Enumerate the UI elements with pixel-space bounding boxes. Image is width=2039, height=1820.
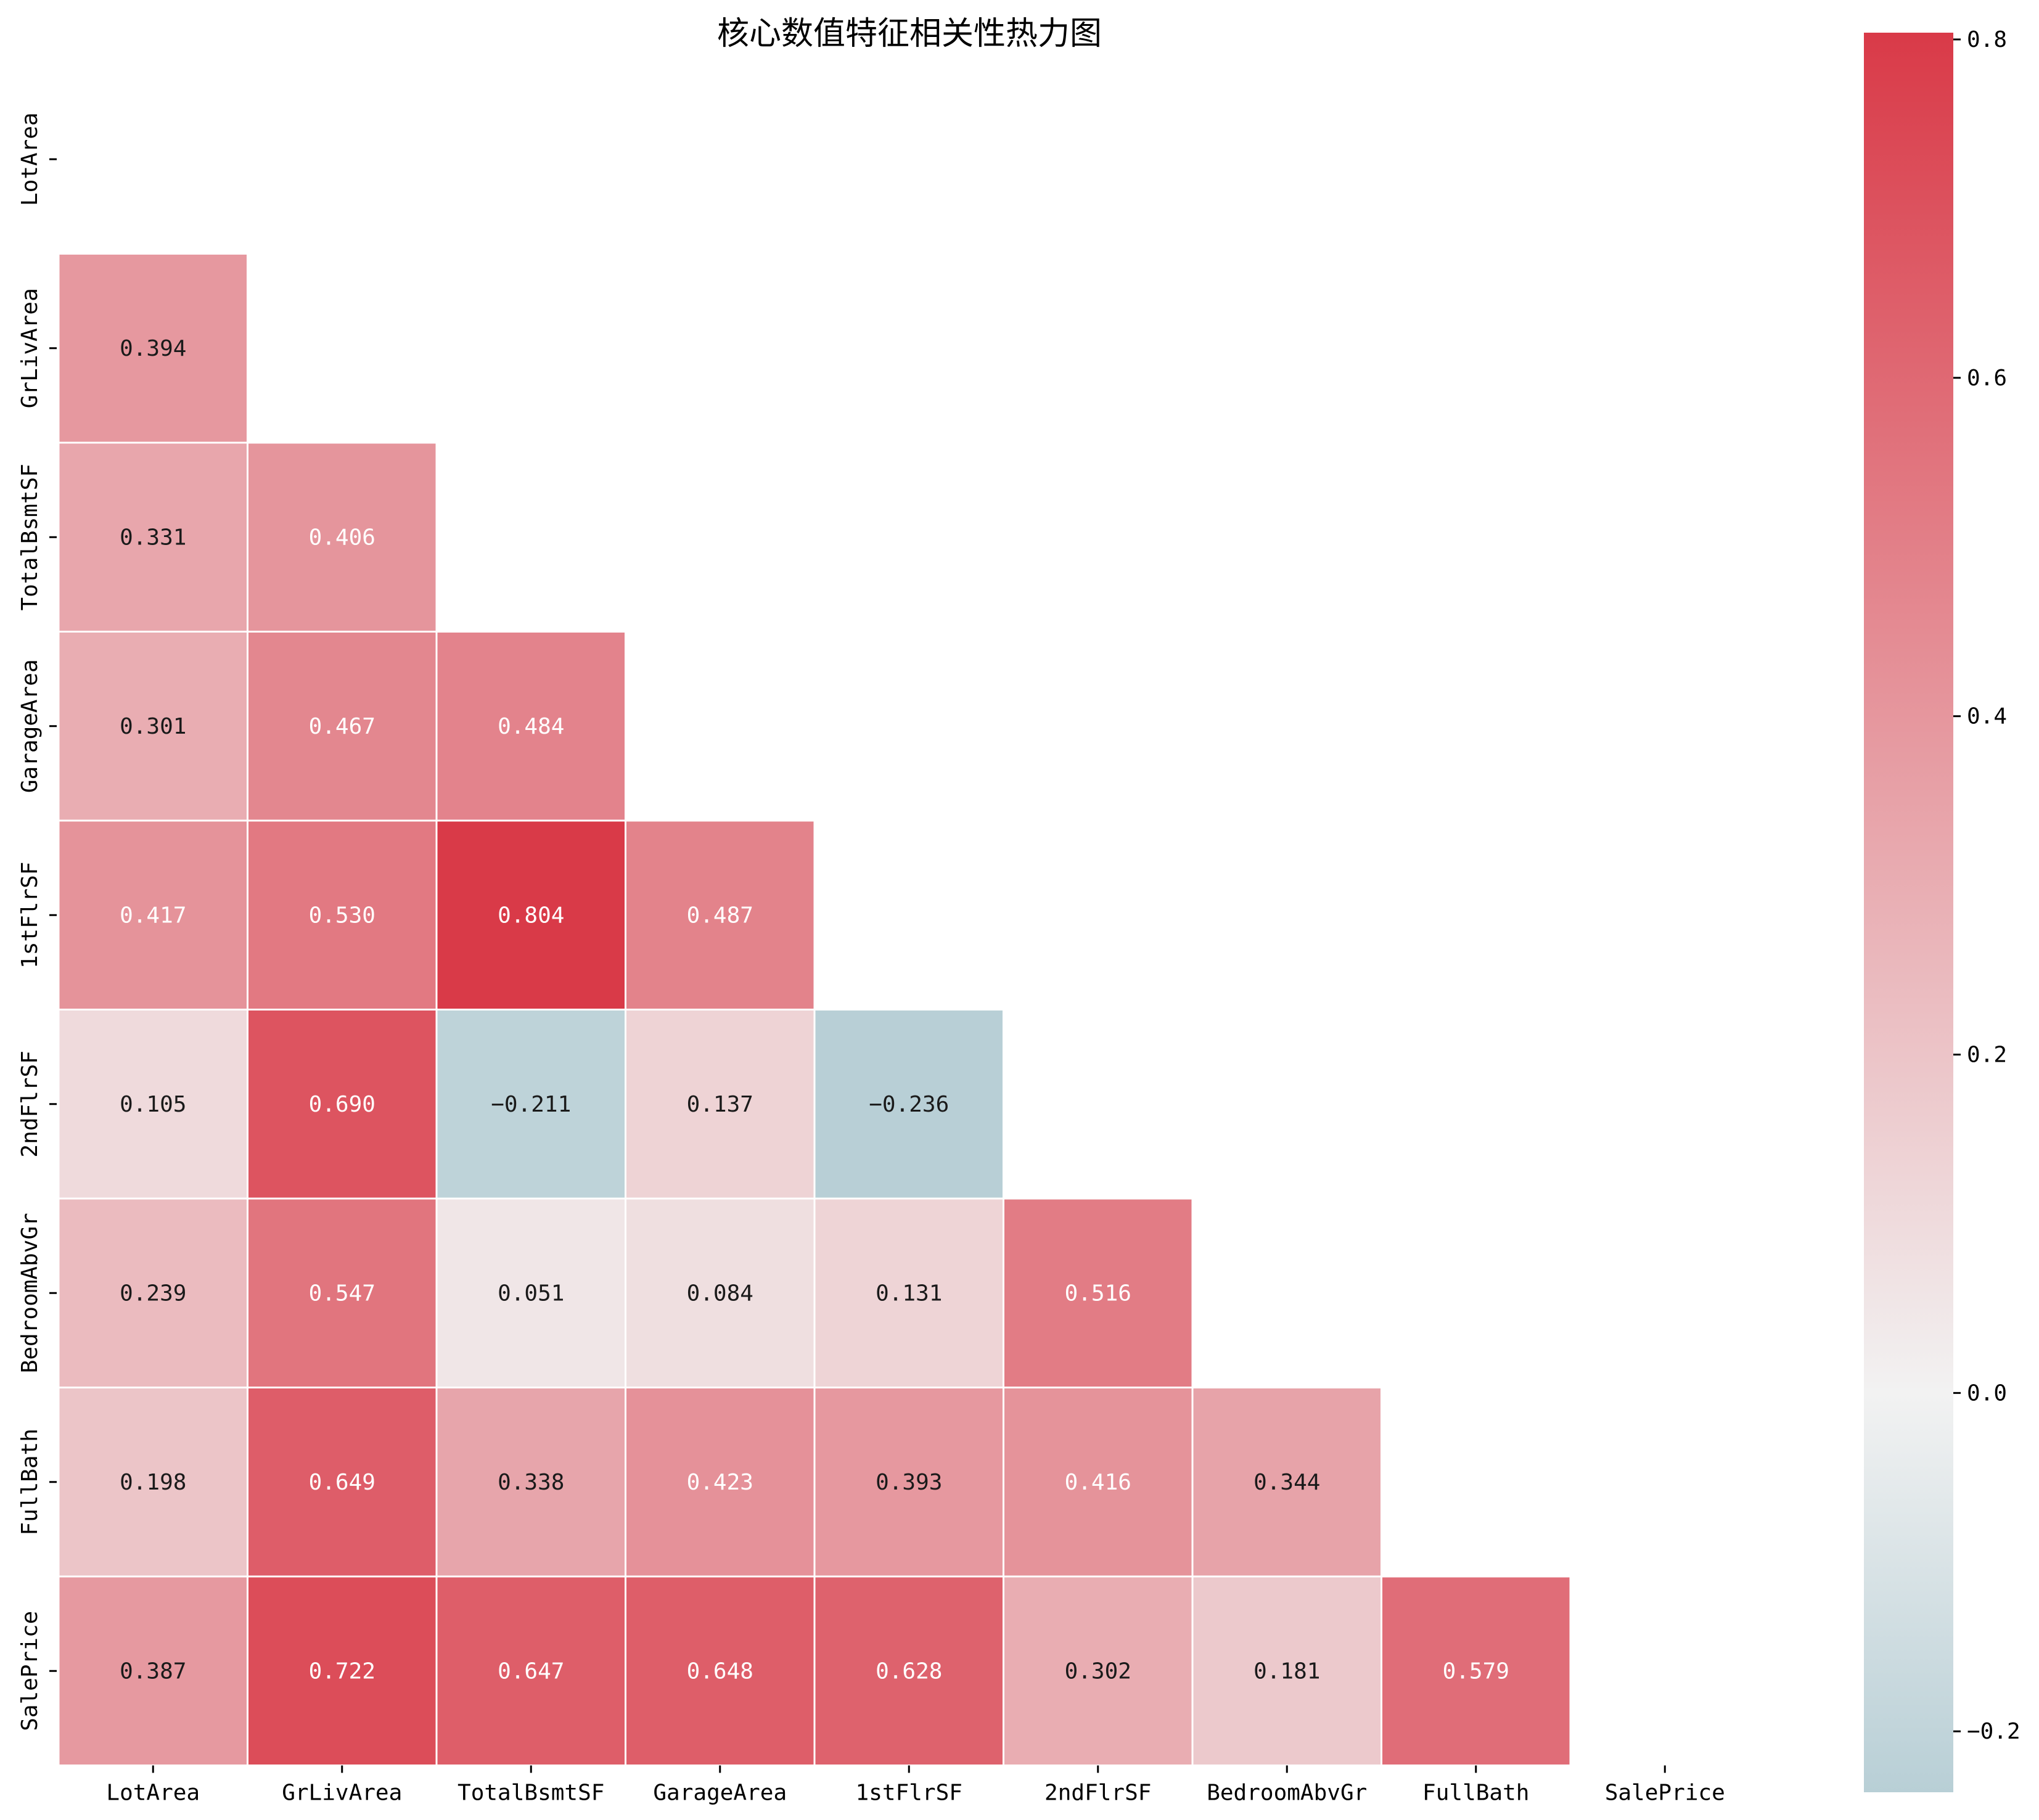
heatmap-cell-TotalBsmtSF-LotArea bbox=[57, 441, 248, 633]
heatmap-cell-FullBath-BedroomAbvGr bbox=[1191, 1387, 1382, 1578]
heatmap-cell-label: 0.131 bbox=[876, 1281, 942, 1306]
colorbar-tick-label: 0.6 bbox=[1967, 366, 2007, 391]
heatmap-cell-label: 0.105 bbox=[120, 1092, 186, 1117]
heatmap-cell-label: 0.331 bbox=[120, 525, 186, 550]
heatmap-cell-SalePrice-TotalBsmtSF bbox=[435, 1575, 626, 1766]
heatmap-cell-label: 0.649 bbox=[309, 1470, 375, 1495]
heatmap-cell-FullBath-2ndFlrSF bbox=[1003, 1387, 1194, 1578]
heatmap-cell-BedroomAbvGr-2ndFlrSF bbox=[1003, 1197, 1194, 1388]
x-axis-tick-label: 1stFlrSF bbox=[856, 1781, 962, 1806]
x-axis-tick-label: BedroomAbvGr bbox=[1207, 1781, 1367, 1806]
heatmap-cell-label: 0.301 bbox=[120, 714, 186, 739]
heatmap-cell-BedroomAbvGr-TotalBsmtSF bbox=[435, 1197, 626, 1388]
heatmap-cell-GarageArea-TotalBsmtSF bbox=[435, 631, 626, 822]
heatmap-cell-label: −0.211 bbox=[491, 1092, 571, 1117]
heatmap-cell-label: 0.423 bbox=[687, 1470, 753, 1495]
heatmap-cell-label: 0.722 bbox=[309, 1658, 375, 1684]
heatmap-cell-label: 0.393 bbox=[876, 1470, 942, 1495]
heatmap-cell-label: 0.394 bbox=[120, 336, 186, 361]
colorbar-tick-label: 0.0 bbox=[1967, 1380, 2007, 1406]
x-axis-tick-label: GarageArea bbox=[653, 1781, 787, 1806]
colorbar-tick-label: 0.8 bbox=[1967, 27, 2007, 52]
y-axis-tick-label: GrLivArea bbox=[17, 288, 43, 408]
heatmap-cells: 0.394 0.331 0.406 0.301 0.467 0.484 0.417 0.530… bbox=[57, 253, 1572, 1766]
heatmap-cell-label: 0.051 bbox=[498, 1281, 564, 1306]
heatmap-cell-2ndFlrSF-GarageArea bbox=[625, 1009, 816, 1200]
heatmap-cell-BedroomAbvGr-GrLivArea bbox=[247, 1197, 438, 1388]
x-axis-tick-label: GrLivArea bbox=[282, 1781, 402, 1806]
heatmap-cell-TotalBsmtSF-GrLivArea bbox=[247, 441, 438, 633]
heatmap-cell-label: 0.647 bbox=[498, 1658, 564, 1684]
heatmap-cell-label: 0.579 bbox=[1443, 1658, 1509, 1684]
heatmap-cell-FullBath-LotArea bbox=[57, 1387, 248, 1578]
y-axis-tick-label: 1stFlrSF bbox=[17, 862, 43, 969]
heatmap-cell-label: 0.628 bbox=[876, 1658, 942, 1684]
x-axis-tick-label: FullBath bbox=[1422, 1781, 1529, 1806]
heatmap-cell-2ndFlrSF-1stFlrSF bbox=[813, 1009, 1004, 1200]
heatmap-cell-label: 0.804 bbox=[498, 903, 564, 928]
y-axis-tick-label: GarageArea bbox=[17, 659, 43, 793]
x-axis-tick-label: LotArea bbox=[106, 1781, 200, 1806]
heatmap-cell-label: 0.302 bbox=[1065, 1658, 1131, 1684]
colorbar-tick-label: −0.2 bbox=[1967, 1719, 2021, 1744]
heatmap-cell-FullBath-GarageArea bbox=[625, 1387, 816, 1578]
colorbar-tick-label: 0.4 bbox=[1967, 704, 2007, 729]
x-axis-tick-label: TotalBsmtSF bbox=[457, 1781, 604, 1806]
heatmap-cell-label: 0.137 bbox=[687, 1092, 753, 1117]
heatmap-cell-BedroomAbvGr-LotArea bbox=[57, 1197, 248, 1388]
heatmap-cell-label: 0.406 bbox=[309, 525, 375, 550]
heatmap-cell-label: 0.690 bbox=[309, 1092, 375, 1117]
heatmap-cell-GarageArea-GrLivArea bbox=[247, 631, 438, 822]
heatmap-cell-label: 0.516 bbox=[1065, 1281, 1131, 1306]
heatmap-cell-2ndFlrSF-TotalBsmtSF bbox=[435, 1009, 626, 1200]
y-axis-tick-label: TotalBsmtSF bbox=[17, 464, 43, 610]
heatmap-cell-GrLivArea-LotArea bbox=[57, 253, 248, 444]
heatmap-cell-label: 0.484 bbox=[498, 714, 564, 739]
heatmap-cell-SalePrice-BedroomAbvGr bbox=[1191, 1575, 1382, 1766]
heatmap-cell-label: 0.467 bbox=[309, 714, 375, 739]
heatmap-cell-1stFlrSF-GarageArea bbox=[625, 819, 816, 1010]
heatmap-cell-label: 0.084 bbox=[687, 1281, 753, 1306]
heatmap-cell-label: 0.416 bbox=[1065, 1470, 1131, 1495]
colorbar-gradient bbox=[1864, 33, 1953, 1792]
heatmap-cell-2ndFlrSF-GrLivArea bbox=[247, 1009, 438, 1200]
heatmap-cell-label: 0.547 bbox=[309, 1281, 375, 1306]
heatmap-cell-SalePrice-FullBath bbox=[1381, 1575, 1572, 1766]
y-axis-tick-label: SalePrice bbox=[17, 1611, 43, 1731]
heatmap-cell-label: 0.344 bbox=[1253, 1470, 1320, 1495]
heatmap-cell-1stFlrSF-GrLivArea bbox=[247, 819, 438, 1010]
y-axis-tick-label: 2ndFlrSF bbox=[17, 1051, 43, 1157]
x-axis-tick-labels: LotArea GrLivArea TotalBsmtSF GarageArea 1st… bbox=[106, 1765, 1725, 1806]
y-axis-tick-labels: LotArea GrLivArea TotalBsmtSF GarageArea 1st… bbox=[17, 112, 57, 1731]
heatmap-cell-label: 0.181 bbox=[1253, 1658, 1320, 1684]
heatmap-cell-BedroomAbvGr-GarageArea bbox=[625, 1197, 816, 1388]
colorbar: 0.8 0.6 0.4 0.2 0.0 −0.2 bbox=[1864, 27, 2021, 1792]
colorbar-tick-label: 0.2 bbox=[1967, 1043, 2007, 1068]
x-axis-tick-label: 2ndFlrSF bbox=[1044, 1781, 1151, 1806]
heatmap-cell-SalePrice-LotArea bbox=[57, 1575, 248, 1766]
y-axis-tick-label: LotArea bbox=[17, 112, 43, 206]
heatmap-cell-GarageArea-LotArea bbox=[57, 631, 248, 822]
heatmap-cell-label: 0.648 bbox=[687, 1658, 753, 1684]
y-axis-tick-label: FullBath bbox=[17, 1429, 43, 1535]
chart-title: 核心数值特征相关性热力图 bbox=[717, 15, 1102, 52]
heatmap-cell-label: 0.338 bbox=[498, 1470, 564, 1495]
heatmap-cell-FullBath-GrLivArea bbox=[247, 1387, 438, 1578]
heatmap-cell-label: 0.198 bbox=[120, 1470, 186, 1495]
heatmap-cell-label: 0.417 bbox=[120, 903, 186, 928]
heatmap-cell-label: 0.530 bbox=[309, 903, 375, 928]
heatmap-cell-BedroomAbvGr-1stFlrSF bbox=[813, 1197, 1004, 1388]
heatmap-cell-label: −0.236 bbox=[869, 1092, 949, 1117]
x-axis-tick-label: SalePrice bbox=[1605, 1781, 1725, 1806]
heatmap-cell-label: 0.487 bbox=[687, 903, 753, 928]
heatmap-cell-label: 0.387 bbox=[120, 1658, 186, 1684]
heatmap-cell-label: 0.239 bbox=[120, 1281, 186, 1306]
y-axis-tick-label: BedroomAbvGr bbox=[17, 1213, 43, 1373]
